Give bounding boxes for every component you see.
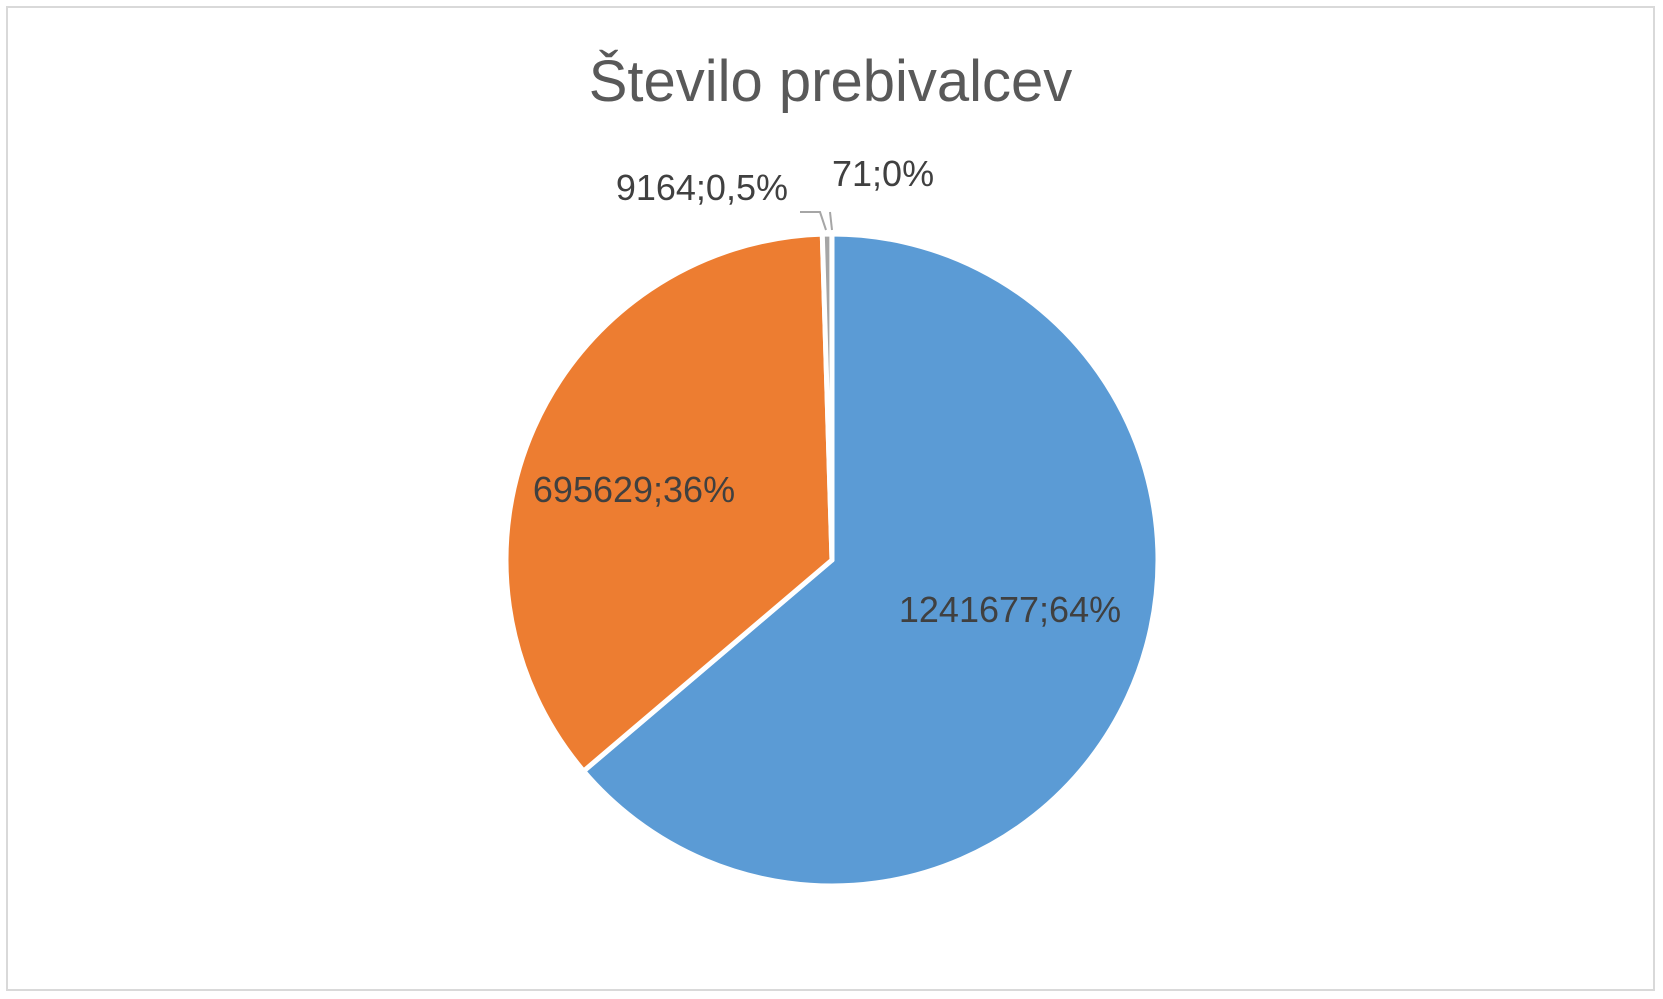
- chart-title: Število prebivalcev: [588, 49, 1073, 114]
- pie-slice-2: [503, 231, 835, 774]
- data-label-2: 695629;36%: [533, 469, 735, 510]
- data-label-4: 71;0%: [832, 153, 934, 194]
- leader-line-4: [829, 211, 833, 231]
- data-label-1: 1241677;64%: [899, 589, 1121, 630]
- data-labels: 1241677;64% 695629;36% 9164;0,5% 71;0%: [533, 153, 1121, 630]
- data-label-3: 9164;0,5%: [616, 167, 788, 208]
- pie-slice-1: [581, 231, 1161, 889]
- pie-slices: [503, 231, 1161, 889]
- leader-line-3: [800, 211, 827, 231]
- leader-lines: [800, 211, 833, 231]
